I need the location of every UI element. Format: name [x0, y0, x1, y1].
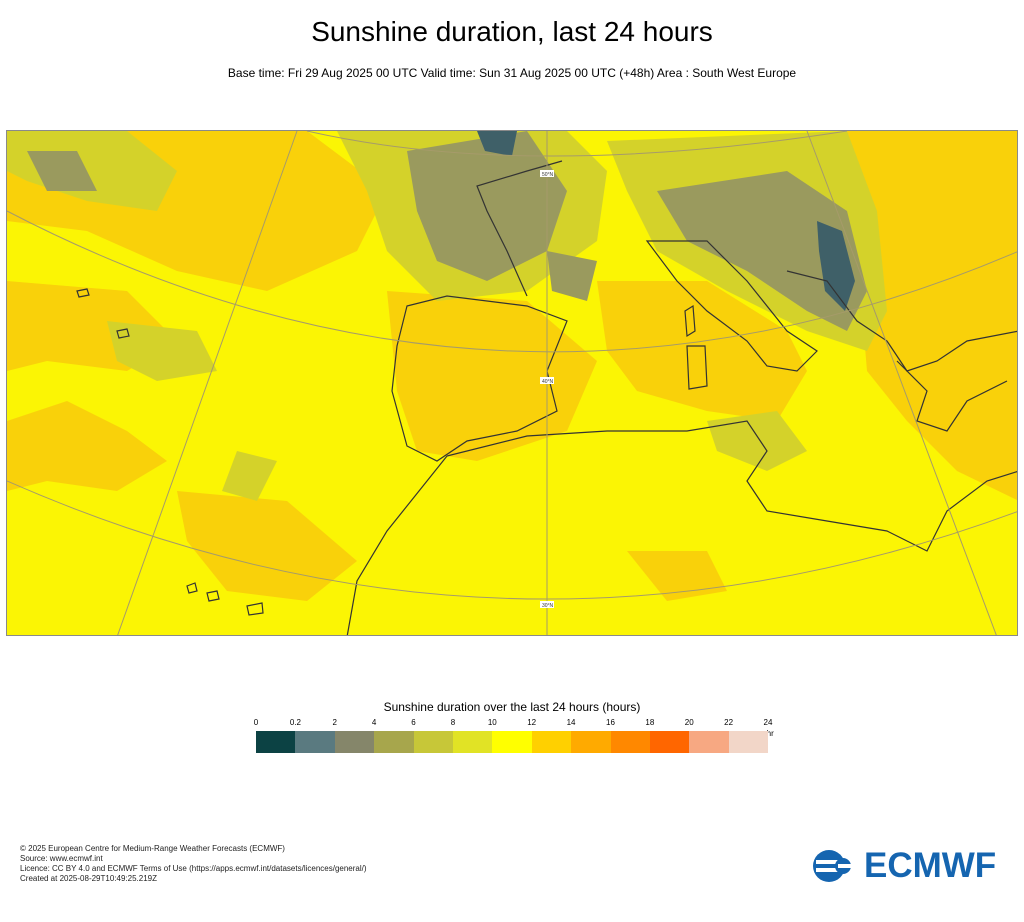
legend-swatch	[571, 731, 611, 753]
legend-tick-label: 10	[487, 718, 497, 727]
map-canvas: 50°N 40°N 30°N	[7, 131, 1017, 635]
legend-tick-label: 6	[411, 718, 416, 727]
lat-labels: 50°N 40°N 30°N	[540, 170, 554, 609]
legend-colorbar	[256, 731, 769, 753]
legend-swatch	[531, 731, 572, 753]
grey-zones	[27, 131, 867, 331]
legend-swatch	[334, 731, 375, 753]
legend-tick-label: 16	[606, 718, 615, 727]
legend-tick-label: 14	[566, 718, 576, 727]
legend-tick-label: 22	[724, 718, 734, 727]
legend-swatch	[728, 731, 769, 753]
legend-swatch	[374, 731, 414, 753]
ecmwf-logo-text: ECMWF	[864, 846, 997, 885]
legend-swatch	[413, 731, 453, 753]
legend-ticks: 0 0.2 2 4 6 8 10 12 14 16 18 20 22 24	[253, 718, 773, 730]
footer-licence: Licence: CC BY 4.0 and ECMWF Terms of Us…	[20, 864, 367, 873]
chart-subtitle: Base time: Fri 29 Aug 2025 00 UTC Valid …	[227, 66, 797, 80]
legend-tick-label: 8	[450, 718, 456, 727]
legend-unit: -hr	[764, 729, 774, 738]
legend-tick-label: 0	[253, 718, 259, 727]
orange-zones	[7, 131, 1017, 601]
ecmwf-logo-icon	[813, 850, 858, 882]
lat-label-30: 30°N	[542, 603, 554, 609]
legend-title: Sunshine duration over the last 24 hours…	[383, 700, 641, 714]
legend-tick-label: 20	[684, 718, 694, 727]
lat-label-50: 50°N	[542, 172, 554, 178]
legend-swatch	[689, 731, 729, 753]
legend-swatch	[492, 731, 532, 753]
dark-zones	[477, 131, 855, 311]
legend-swatch	[256, 731, 296, 753]
footer: © 2025 European Centre for Medium-Range …	[20, 844, 367, 884]
lat-label-40: 40°N	[542, 379, 554, 385]
legend-tick-label: 18	[645, 718, 655, 727]
legend-tick-label: 24	[763, 718, 773, 727]
legend-swatch	[295, 731, 335, 753]
legend-swatch	[649, 731, 690, 753]
legend-tick-label: 12	[527, 718, 537, 727]
footer-source: Source: www.ecmwf.int	[20, 854, 103, 863]
legend-tick-label: 2	[332, 718, 337, 727]
sunshine-map: 50°N 40°N 30°N	[6, 130, 1018, 636]
legend-swatch	[610, 731, 650, 753]
graticule	[7, 131, 1017, 635]
ecmwf-logo: ECMWF	[812, 846, 1008, 886]
chart-title: Sunshine duration, last 24 hours	[311, 16, 713, 47]
footer-created: Created at 2025-08-29T10:49:25.219Z	[20, 874, 157, 883]
legend-tick-label: 0.2	[289, 718, 301, 727]
footer-copyright: © 2025 European Centre for Medium-Range …	[20, 844, 285, 853]
coastlines	[76, 160, 1017, 635]
legend-swatch	[452, 731, 493, 753]
legend-tick-label: 4	[371, 718, 377, 727]
